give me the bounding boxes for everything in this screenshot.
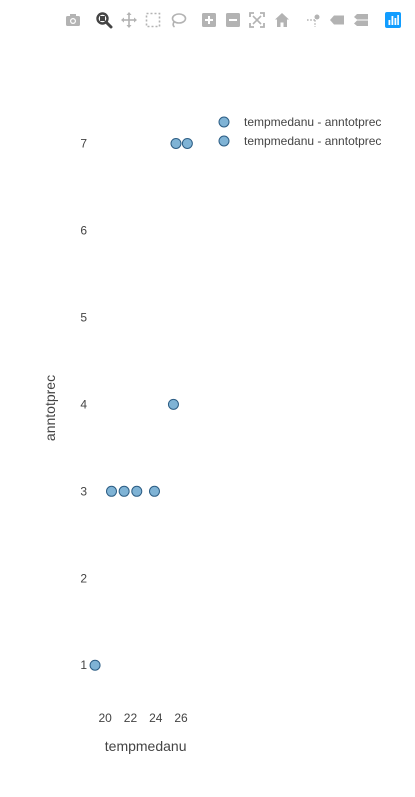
modebar: [0, 0, 415, 40]
data-point[interactable]: [131, 485, 143, 497]
y-tick-label: 4: [80, 397, 87, 411]
data-point[interactable]: [167, 398, 179, 410]
data-point[interactable]: [89, 659, 101, 671]
spike-lines-icon[interactable]: [304, 11, 322, 29]
legend-item[interactable]: tempmedanu - anntotprec: [218, 134, 381, 148]
legend-label: tempmedanu - anntotprec: [244, 115, 381, 129]
zoom-out-icon[interactable]: [224, 11, 242, 29]
x-tick-label: 26: [174, 711, 188, 725]
y-tick-label: 5: [80, 310, 87, 324]
plot-area[interactable]: [89, 137, 193, 671]
x-tick-label: 24: [149, 711, 163, 725]
autoscale-icon[interactable]: [248, 11, 266, 29]
box-select-icon[interactable]: [144, 11, 162, 29]
legend-item[interactable]: tempmedanu - anntotprec: [218, 115, 381, 129]
zoom-icon[interactable]: [95, 11, 113, 29]
hover-closest-icon[interactable]: [328, 11, 346, 29]
x-axis-title: tempmedanu: [105, 738, 187, 754]
camera-icon[interactable]: [64, 11, 82, 29]
y-tick-label: 3: [80, 484, 87, 498]
x-tick-label: 20: [98, 711, 112, 725]
legend-marker: [218, 135, 230, 147]
legend[interactable]: tempmedanu - anntotprec tempmedanu - annt…: [218, 115, 381, 148]
lasso-select-icon[interactable]: [169, 11, 187, 29]
y-tick-label: 6: [80, 223, 87, 237]
data-point[interactable]: [105, 485, 117, 497]
legend-marker: [218, 116, 230, 128]
y-tick-label: 2: [80, 571, 87, 585]
y-tick-label: 7: [80, 136, 87, 150]
x-tick-label: 22: [124, 711, 138, 725]
plotly-logo-icon[interactable]: [384, 11, 402, 29]
zoom-in-icon[interactable]: [200, 11, 218, 29]
y-axis: 1 2 3 4 5 6 7: [80, 136, 87, 672]
pan-icon[interactable]: [120, 11, 138, 29]
y-axis-title: anntotprec: [42, 375, 58, 441]
data-point[interactable]: [170, 137, 182, 149]
y-tick-label: 1: [80, 658, 87, 672]
home-icon[interactable]: [273, 11, 291, 29]
data-point[interactable]: [118, 485, 130, 497]
hover-compare-icon[interactable]: [352, 11, 370, 29]
data-point[interactable]: [181, 137, 193, 149]
x-axis: 20 22 24 26: [98, 711, 188, 725]
legend-label: tempmedanu - anntotprec: [244, 134, 381, 148]
data-point[interactable]: [148, 485, 160, 497]
